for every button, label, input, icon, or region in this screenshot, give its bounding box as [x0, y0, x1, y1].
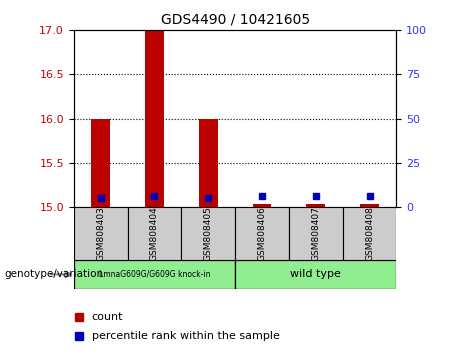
Bar: [74, 260, 235, 289]
Bar: [235, 260, 396, 289]
Bar: [253, 204, 272, 207]
Title: GDS4490 / 10421605: GDS4490 / 10421605: [160, 12, 310, 26]
Text: wild type: wild type: [290, 269, 341, 279]
Bar: [181, 207, 235, 260]
Text: LmnaG609G/G609G knock-in: LmnaG609G/G609G knock-in: [99, 270, 210, 279]
Text: percentile rank within the sample: percentile rank within the sample: [91, 331, 279, 341]
Text: GSM808406: GSM808406: [258, 206, 266, 261]
Text: GSM808403: GSM808403: [96, 206, 105, 261]
Text: GSM808404: GSM808404: [150, 206, 159, 261]
Bar: [199, 119, 218, 207]
Bar: [74, 207, 128, 260]
Text: GSM808405: GSM808405: [204, 206, 213, 261]
Text: genotype/variation: genotype/variation: [5, 269, 104, 279]
Bar: [145, 30, 164, 207]
Text: GSM808408: GSM808408: [365, 206, 374, 261]
Bar: [128, 207, 181, 260]
Text: GSM808407: GSM808407: [311, 206, 320, 261]
Text: count: count: [91, 312, 123, 322]
Bar: [91, 119, 110, 207]
Bar: [360, 204, 379, 207]
Bar: [307, 204, 325, 207]
Bar: [235, 207, 289, 260]
Bar: [289, 207, 343, 260]
Bar: [343, 207, 396, 260]
